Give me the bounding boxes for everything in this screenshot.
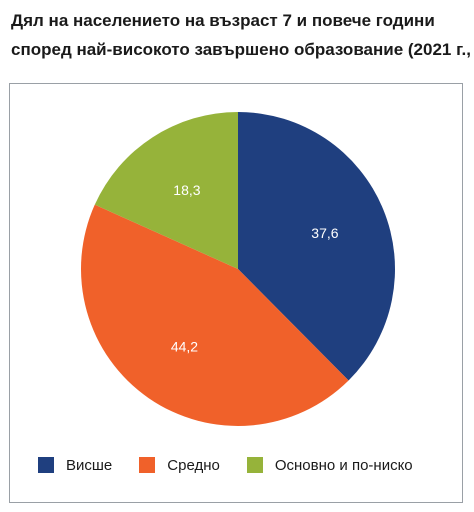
legend-swatch-vishe <box>38 457 54 473</box>
legend-item-vishe: Висше <box>38 457 112 474</box>
legend-swatch-sredno <box>139 457 156 473</box>
chart-title-line-2: според най-високото завършено образовани… <box>11 40 474 59</box>
legend-item-osnovno: Основно и по-ниско <box>246 456 413 474</box>
pie-label-osnovno: 18,3 <box>173 182 200 198</box>
pie-label-vishe: 37,6 <box>311 225 338 241</box>
pie-slice-vishe <box>238 112 395 381</box>
chart-frame: 37,6 44,2 18,3 Висше Средно Основно и по-н… <box>9 83 463 503</box>
pie-value-labels: 37,6 44,2 18,3 <box>171 182 339 354</box>
pie-slices <box>80 112 395 427</box>
legend-label-sredno: Средно <box>167 456 220 474</box>
legend-label-vishe: Висше <box>66 456 113 474</box>
pie-slice-sredno <box>80 204 349 427</box>
pie-label-sredno: 44,2 <box>171 338 198 354</box>
legend-swatch-osnovno <box>246 457 263 473</box>
pie-chart: 37,6 44,2 18,3 <box>80 112 395 427</box>
pie-slice-osnovno <box>94 112 238 269</box>
chart-title-line-1: Дял на населението на възраст 7 и повече… <box>11 11 435 30</box>
legend-label-osnovno: Основно и по-ниско <box>274 456 413 474</box>
chart-title: Дял на населението на възраст 7 и повече… <box>11 6 474 64</box>
legend-item-sredno: Средно <box>139 457 220 474</box>
legend: Висше Средно Основно и по-ниско <box>38 454 440 476</box>
